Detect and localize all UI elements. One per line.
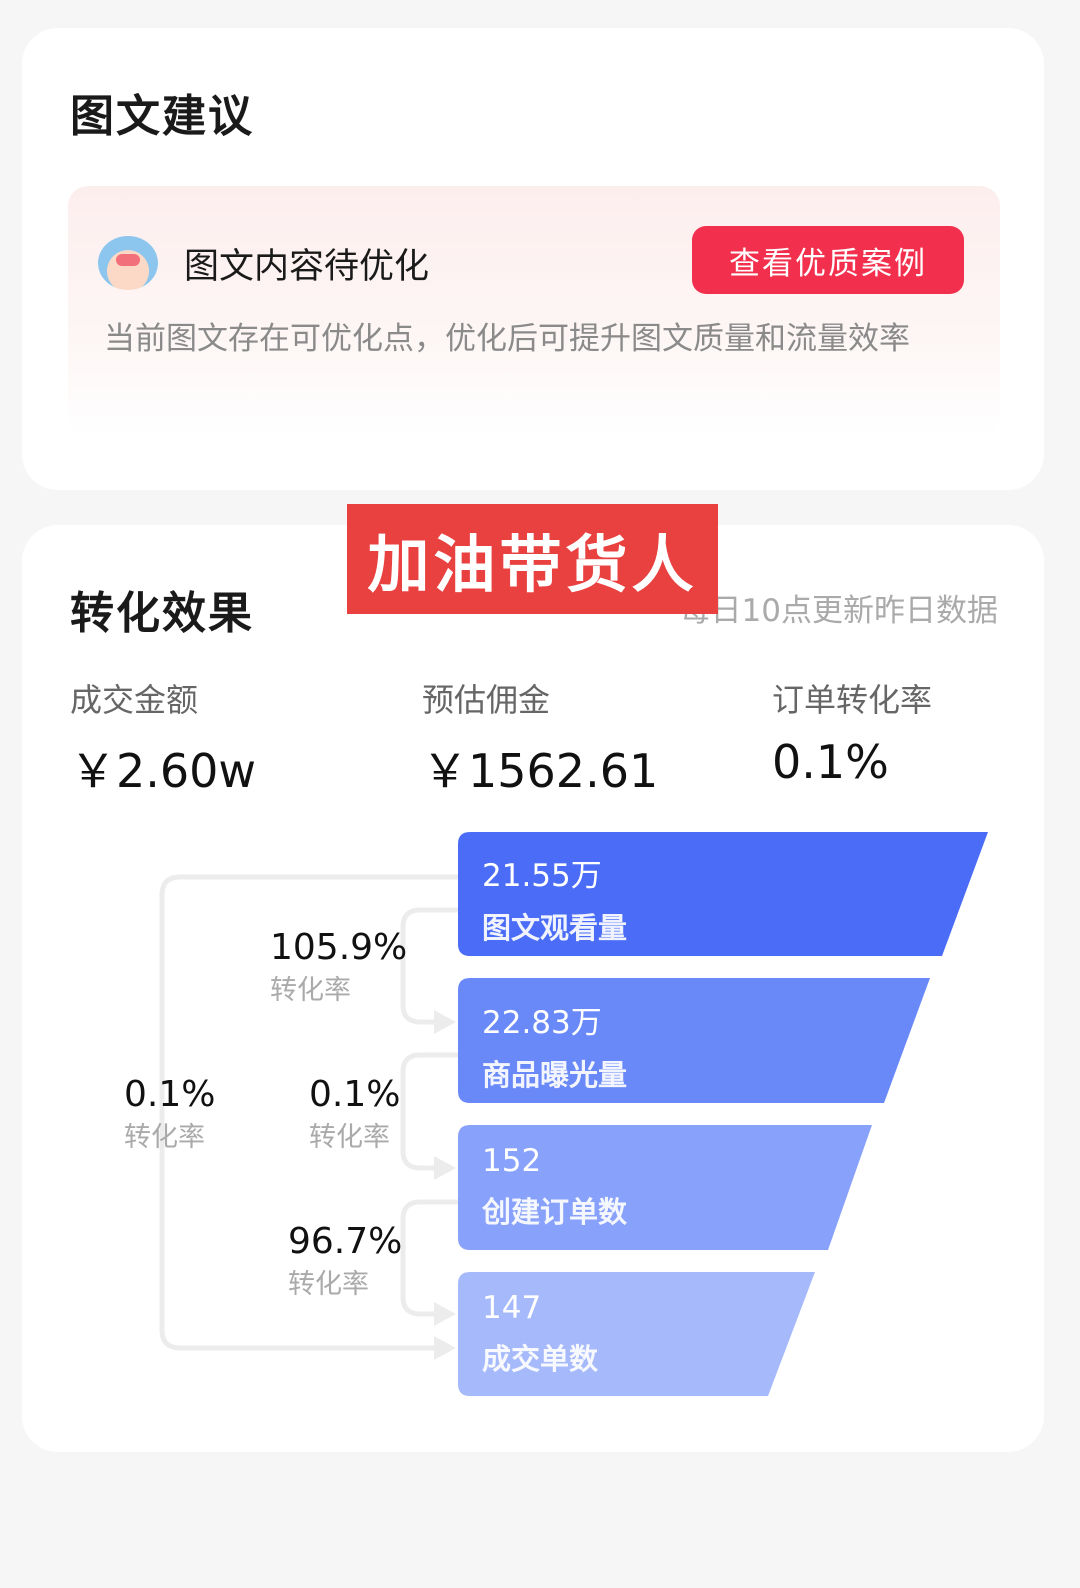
conversion-funnel xyxy=(159,832,988,1396)
rate-value: 0.1% xyxy=(124,1074,216,1115)
funnel-label-orders-created: 152 创建订单数 xyxy=(482,1143,627,1231)
metric-commission: 预估佣金 ￥1562.61 xyxy=(422,675,658,801)
funnel-name: 图文观看量 xyxy=(482,911,628,945)
watermark-banner: 加油带货人 xyxy=(347,504,718,614)
arrow-icon xyxy=(434,1336,456,1360)
funnel-bar-orders-paid xyxy=(458,1272,815,1396)
funnel-label-exposure: 22.83万 商品曝光量 xyxy=(482,997,627,1094)
rate-label: 转化率 xyxy=(309,1122,390,1153)
funnel-name: 商品曝光量 xyxy=(482,1058,628,1092)
funnel-name: 成交单数 xyxy=(482,1342,599,1376)
metric-gmv: 成交金额 ￥2.60w xyxy=(70,675,256,801)
funnel-value: 22.83万 xyxy=(482,1005,602,1041)
optimization-tip: 图文内容待优化 查看优质案例 当前图文存在可优化点，优化后可提升图文质量和流量效… xyxy=(68,186,1000,436)
funnel-value: 21.55万 xyxy=(482,858,602,894)
metric-value: ￥2.60w xyxy=(70,744,257,798)
tip-title: 图文内容待优化 xyxy=(184,247,430,287)
rate-label: 转化率 xyxy=(288,1269,369,1300)
metric-label: 订单转化率 xyxy=(772,681,933,719)
rate-value: 105.9% xyxy=(270,927,408,968)
rate-value: 96.7% xyxy=(288,1221,403,1262)
card-title: 转化效果 xyxy=(70,588,254,639)
rate-views-to-exposure: 105.9% 转化率 xyxy=(270,927,407,1007)
tip-description: 当前图文存在可优化点，优化后可提升图文质量和流量效率 xyxy=(104,321,910,357)
metric-order-rate: 订单转化率 0.1% xyxy=(772,675,932,789)
conversion-card: 转化效果 每日10点更新昨日数据 成交金额 ￥2.60w 预估佣金 ￥1562.… xyxy=(22,525,1044,1452)
arrow-icon xyxy=(434,1302,456,1326)
funnel-label-views: 21.55万 图文观看量 xyxy=(482,850,627,947)
metric-label: 成交金额 xyxy=(70,681,199,719)
rate-created-to-paid: 96.7% 转化率 xyxy=(288,1221,402,1301)
funnel-bar-exposure xyxy=(458,978,930,1103)
funnel-bar-views xyxy=(458,832,988,956)
funnel-value: 152 xyxy=(482,1143,542,1179)
metric-label: 预估佣金 xyxy=(422,681,551,719)
connector-3-4 xyxy=(400,1199,458,1317)
rate-label: 转化率 xyxy=(124,1122,205,1153)
card-title: 图文建议 xyxy=(70,91,254,142)
metric-value: ￥1562.61 xyxy=(422,744,659,798)
funnel-bar-orders-created xyxy=(458,1125,872,1250)
connector-2-3 xyxy=(400,1052,458,1171)
rate-label: 转化率 xyxy=(270,975,351,1006)
rate-value: 0.1% xyxy=(309,1074,401,1115)
funnel-value: 147 xyxy=(482,1290,542,1326)
funnel-connectors xyxy=(159,874,458,1351)
metric-value: 0.1% xyxy=(772,735,889,789)
rate-exposure-to-orders: 0.1% 转化率 xyxy=(309,1074,400,1154)
crying-face-icon xyxy=(98,236,158,290)
connector-1-2 xyxy=(400,907,458,1025)
arrow-icon xyxy=(434,1010,456,1034)
funnel-name: 创建订单数 xyxy=(482,1195,628,1229)
funnel-label-orders-paid: 147 成交单数 xyxy=(482,1290,598,1378)
connector-outer xyxy=(159,874,458,1351)
suggestion-card: 图文建议 图文内容待优化 查看优质案例 当前图文存在可优化点，优化后可提升图文质… xyxy=(22,28,1044,490)
view-quality-cases-button[interactable]: 查看优质案例 xyxy=(692,226,964,294)
connector-arrows xyxy=(434,1010,456,1360)
rate-overall: 0.1% 转化率 xyxy=(124,1074,215,1154)
update-note: 每日10点更新昨日数据 xyxy=(679,593,998,629)
arrow-icon xyxy=(434,1156,456,1180)
